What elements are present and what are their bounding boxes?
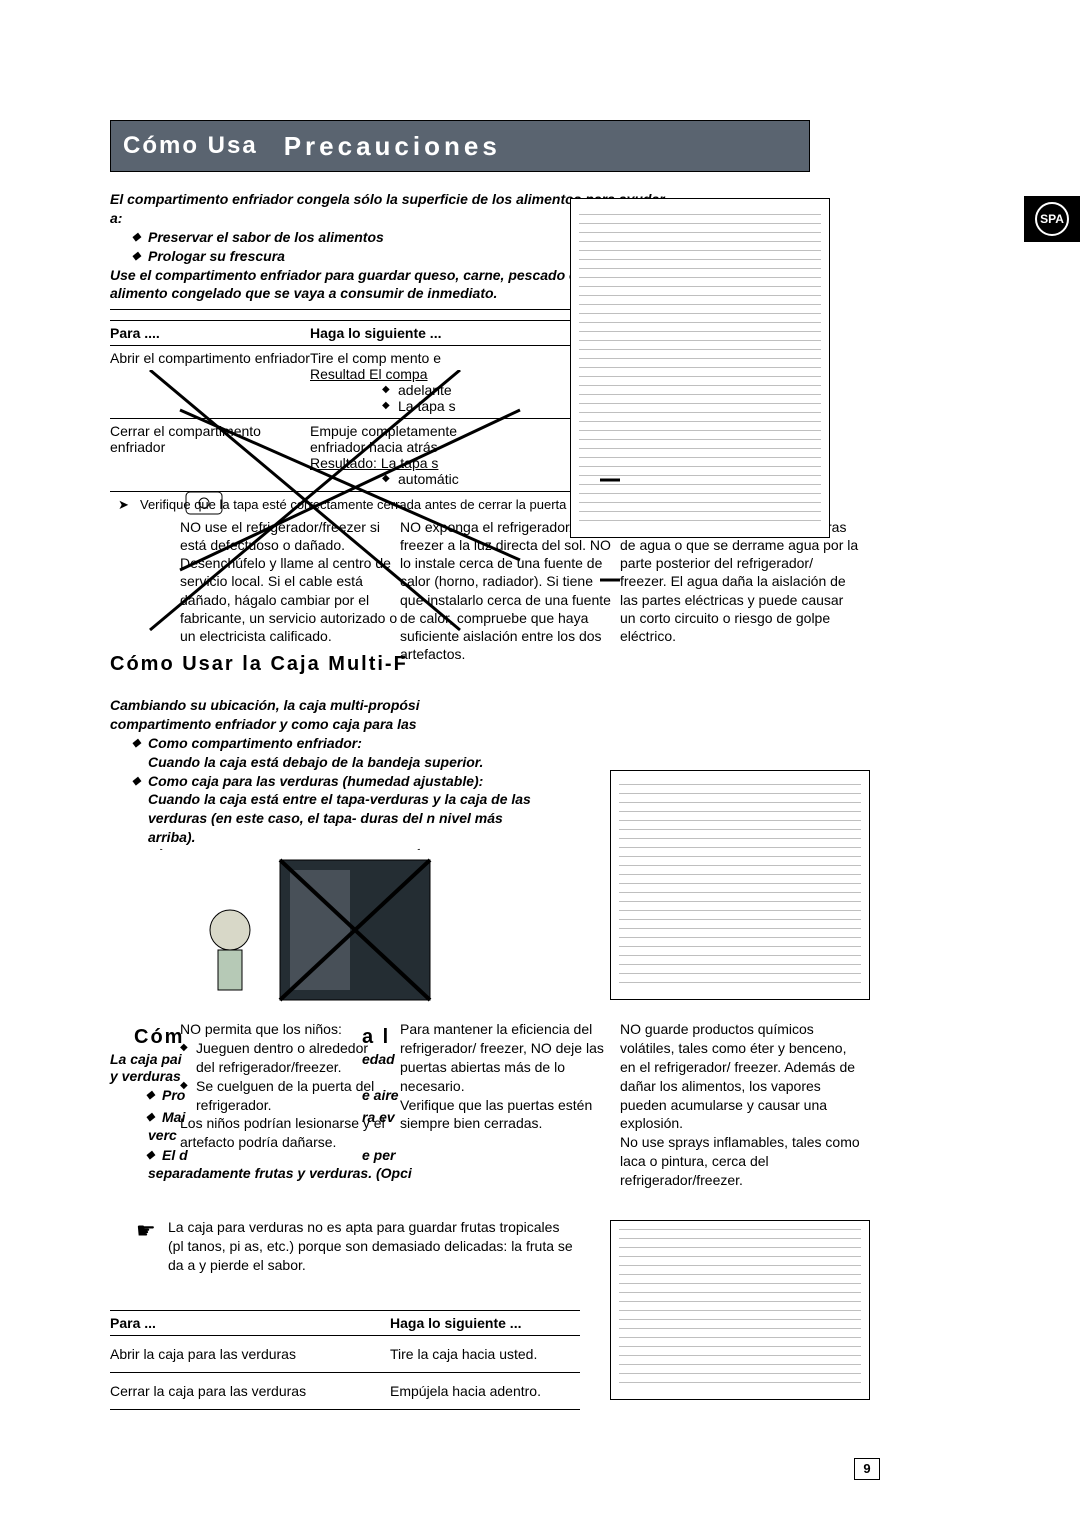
caution-r1-mid: NO exponga el refrigerador/ freezer a la…	[400, 518, 620, 664]
illus-fridge-top	[570, 198, 830, 538]
illus-child-svg	[150, 850, 440, 1010]
cr2l-b1: Jueguen dentro o alrededor del refrigera…	[180, 1039, 390, 1077]
sc-b3: El d	[124, 1146, 188, 1165]
illus-child-panel	[150, 850, 440, 1010]
sc-b2: Mai	[124, 1108, 185, 1127]
table-2-r1-c2: Empújela hacia adentro.	[390, 1383, 580, 1399]
table-1-h1: Para ....	[110, 325, 310, 341]
table-2: Para ... Haga lo siguiente ... Abrir la …	[110, 1310, 580, 1410]
table-1-r1-c1: Cerrar el compartimento enfriador	[110, 423, 310, 487]
heading-left: Cómo Usa	[111, 121, 270, 171]
caution-r2-left: NO permita que los niños: Jueguen dentro…	[180, 1020, 390, 1152]
section-b: Cambiando su ubicación, la caja multi-pr…	[110, 696, 540, 847]
heading-right: Precauciones	[270, 121, 809, 171]
table-2-r0-c1: Abrir la caja para las verduras	[110, 1346, 390, 1362]
heading-c: Cóm	[134, 1026, 184, 1049]
hand-note-text: La caja para verduras no es apta para gu…	[118, 1218, 578, 1275]
hand-icon: ☛	[136, 1218, 156, 1244]
t1r1a: Empuje completamente	[310, 423, 457, 439]
sb-b2: Como caja para las verduras (humedad aju…	[110, 772, 540, 791]
caution-r2-mid: Para mantener la eficiencia del refriger…	[400, 1020, 610, 1133]
spa-badge: SPA	[1024, 196, 1080, 242]
sb-b1b: Cuando la caja está debajo de la bandeja…	[110, 753, 540, 772]
sb-intro2: compartimento enfriador y como caja para…	[110, 716, 417, 732]
table-2-r0: Abrir la caja para las verduras Tire la …	[110, 1336, 580, 1373]
cr2l-b2: Se cuelguen de la puerta del refrigerado…	[180, 1077, 390, 1115]
cr2m-t2: Verifique que las puertas estén siempre …	[400, 1097, 592, 1132]
illus-fridge-bottom	[610, 1220, 870, 1400]
cr2r-t: NO guarde productos químicos volátiles, …	[620, 1021, 855, 1131]
heading-b: Cómo Usar la Caja Multi-F	[110, 653, 408, 676]
page-number: 9	[854, 1458, 880, 1480]
sc-b3b: separadamente frutas y verduras. (Opci	[148, 1164, 448, 1183]
caution-r2-right: NO guarde productos químicos volátiles, …	[620, 1020, 860, 1190]
cr2l-t: NO permita que los niños:	[180, 1021, 342, 1037]
heading-bar: Cómo Usa Precauciones	[110, 120, 810, 172]
caution-r1-left: NO use el refrigerador/freezer si está d…	[180, 518, 400, 645]
table-2-r0-c2: Tire la caja hacia usted.	[390, 1346, 580, 1362]
t1r1c: Resultado: La tapa s	[310, 455, 438, 471]
t1r0a: Tire el comp mento e	[310, 350, 441, 366]
table-2-h2: Haga lo siguiente ...	[390, 1315, 580, 1331]
t1r1b: enfriador hacia atrás	[310, 439, 438, 455]
table-2-r1-c1: Cerrar la caja para las verduras	[110, 1383, 390, 1399]
table-2-h1: Para ...	[110, 1315, 390, 1331]
t1r0b: Resultad El compa	[310, 366, 428, 382]
cr2m-t: Para mantener la eficiencia del refriger…	[400, 1021, 604, 1094]
compartment-icon-svg	[184, 490, 224, 520]
illus-fridge-mid	[610, 770, 870, 1000]
sb-b1: Como compartimento enfriador:	[110, 734, 540, 753]
page: SPA Cómo Usa Precauciones El compartimen…	[0, 0, 1080, 1525]
table-2-header: Para ... Haga lo siguiente ...	[110, 1311, 580, 1336]
compartment-icon	[184, 490, 224, 525]
table-1-r0-c1: Abrir el compartimento enfriador	[110, 350, 310, 414]
spa-badge-label: SPA	[1035, 202, 1069, 236]
cr2l-note: Los niños podrían lesionarse y el artefa…	[180, 1115, 385, 1150]
sb-b2b: Cuando la caja está entre el tapa-verdur…	[110, 790, 540, 847]
sc-b2b: verc	[148, 1126, 177, 1145]
table-2-r1: Cerrar la caja para las verduras Empújel…	[110, 1373, 580, 1410]
cr2r-t2: No use sprays inflamables, tales como la…	[620, 1134, 860, 1188]
sc-intro2: y verduras	[110, 1067, 190, 1086]
hand-note: ☛ La caja para verduras no es apta para …	[118, 1218, 578, 1275]
sb-intro: Cambiando su ubicación, la caja multi-pr…	[110, 697, 420, 713]
sc-b1: Pro	[124, 1086, 185, 1105]
